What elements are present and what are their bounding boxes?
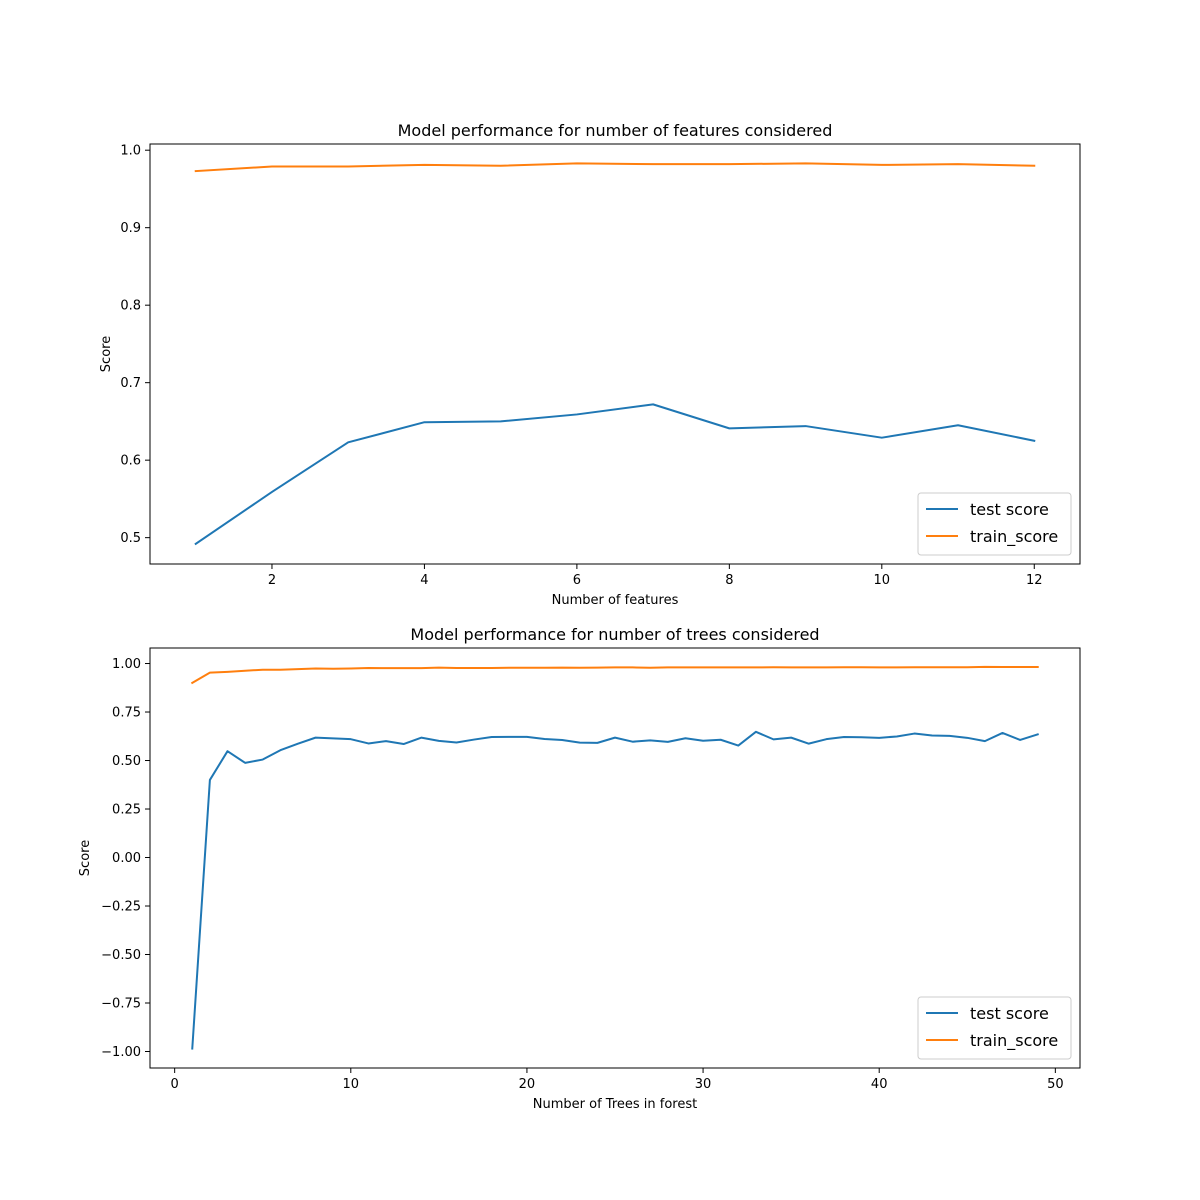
y-axis-label: Score	[78, 840, 93, 876]
y-tick-label: 0.8	[120, 299, 141, 314]
plot-area: 2 4 6 8 10 12 0.5 0.6 0.7 0.8 0.9 1.0 test score trai…	[120, 143, 1081, 588]
x-tick-label: 30	[695, 1077, 712, 1092]
legend-label-test-score: test score	[970, 500, 1049, 519]
y-axis-label: Score	[99, 336, 114, 372]
y-tick-label: −0.50	[101, 948, 141, 963]
y-tick-label: 1.0	[120, 144, 141, 159]
series-line-train-score	[194, 162, 1036, 173]
y-tick-label: 0.7	[120, 376, 141, 391]
legend-label-train-score: train_score	[970, 1031, 1058, 1051]
y-tick-label: 0.00	[112, 851, 141, 866]
plot-area: 0 10 20 30 40 50 −1.00 −0.75 −0.50 −0.25 0.00 0.25 0…	[101, 647, 1081, 1092]
x-axis-label: Number of features	[552, 593, 679, 608]
x-tick-label: 0	[171, 1077, 179, 1092]
legend: test score train_score	[917, 996, 1072, 1060]
chart-features: Model performance for number of features…	[99, 121, 1081, 608]
chart-title: Model performance for number of trees co…	[410, 625, 819, 644]
chart-trees: Model performance for number of trees co…	[78, 625, 1081, 1112]
y-tick-label: 0.5	[120, 531, 141, 546]
x-tick-label: 50	[1047, 1077, 1064, 1092]
x-tick-label: 40	[871, 1077, 888, 1092]
x-tick-label: 10	[874, 573, 891, 588]
y-tick-label: 0.9	[120, 221, 141, 236]
legend-label-train-score: train_score	[970, 527, 1058, 547]
x-tick-label: 10	[343, 1077, 360, 1092]
x-tick-label: 8	[725, 573, 733, 588]
legend-label-test-score: test score	[970, 1004, 1049, 1023]
y-tick-label: 1.00	[112, 657, 141, 672]
x-tick-label: 4	[420, 573, 428, 588]
y-tick-label: −0.25	[101, 900, 141, 915]
y-tick-label: 0.6	[120, 454, 141, 469]
x-tick-label: 2	[268, 573, 276, 588]
y-tick-label: 0.75	[112, 706, 141, 721]
axes-frame	[149, 143, 1081, 565]
series-line-train-score	[190, 665, 1039, 685]
series-line-test-score	[191, 730, 1039, 1050]
y-tick-label: 0.25	[112, 803, 141, 818]
y-tick-label: −0.75	[101, 997, 141, 1012]
y-tick-label: −1.00	[101, 1045, 141, 1060]
x-axis-label: Number of Trees in forest	[533, 1097, 697, 1112]
series-line-test-score	[194, 403, 1036, 546]
x-tick-label: 12	[1026, 573, 1043, 588]
x-tick-label: 20	[519, 1077, 536, 1092]
legend: test score train_score	[917, 492, 1072, 556]
y-tick-label: 0.50	[112, 754, 141, 769]
chart-title: Model performance for number of features…	[398, 121, 833, 140]
x-tick-label: 6	[573, 573, 581, 588]
